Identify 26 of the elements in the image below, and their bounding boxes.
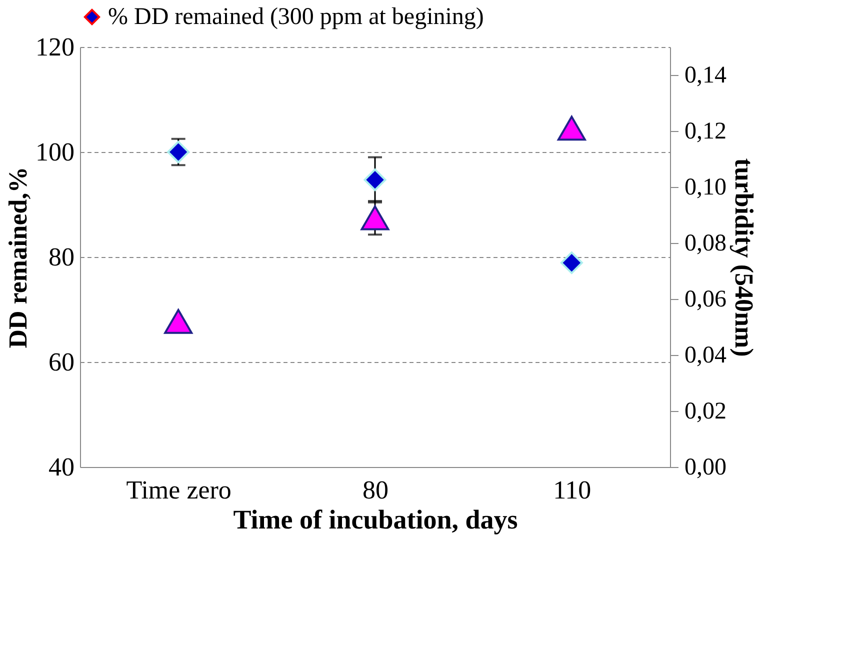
y-tick-label: 100 (36, 138, 74, 166)
point (167, 140, 190, 164)
y2-axis-title: turbidity (540nm) (730, 158, 758, 357)
x-tick-label: 80 (362, 476, 388, 504)
point (164, 308, 193, 334)
point (560, 252, 583, 274)
y2-tick-label: 0,14 (684, 62, 726, 88)
x-tick-label: Time zero (126, 476, 232, 504)
legend-label: % DD remained (300 ppm at begining) (108, 4, 484, 30)
point (360, 205, 390, 230)
y2-tick-label: 0,02 (684, 398, 726, 424)
y2-tick-label: 0,12 (684, 118, 726, 144)
y-tick-label: 40 (48, 452, 74, 482)
y2-tick-label: 0,04 (684, 342, 726, 368)
y-axis-title: DD remained,% (4, 166, 32, 348)
point (557, 116, 586, 141)
y2-tick-label: 0,06 (684, 286, 726, 312)
y-tick-label: 120 (36, 32, 74, 62)
y2-tick-label: 0,10 (684, 174, 726, 200)
x-tick-label: 110 (553, 476, 592, 504)
point (364, 168, 386, 192)
y2-tick-label: 0,08 (684, 230, 726, 256)
x-axis-title: Time of incubation, days (233, 504, 518, 534)
y-tick-label: 60 (48, 348, 74, 376)
y-tick-label: 80 (48, 242, 74, 272)
y2-tick-label: 0,00 (684, 454, 726, 480)
